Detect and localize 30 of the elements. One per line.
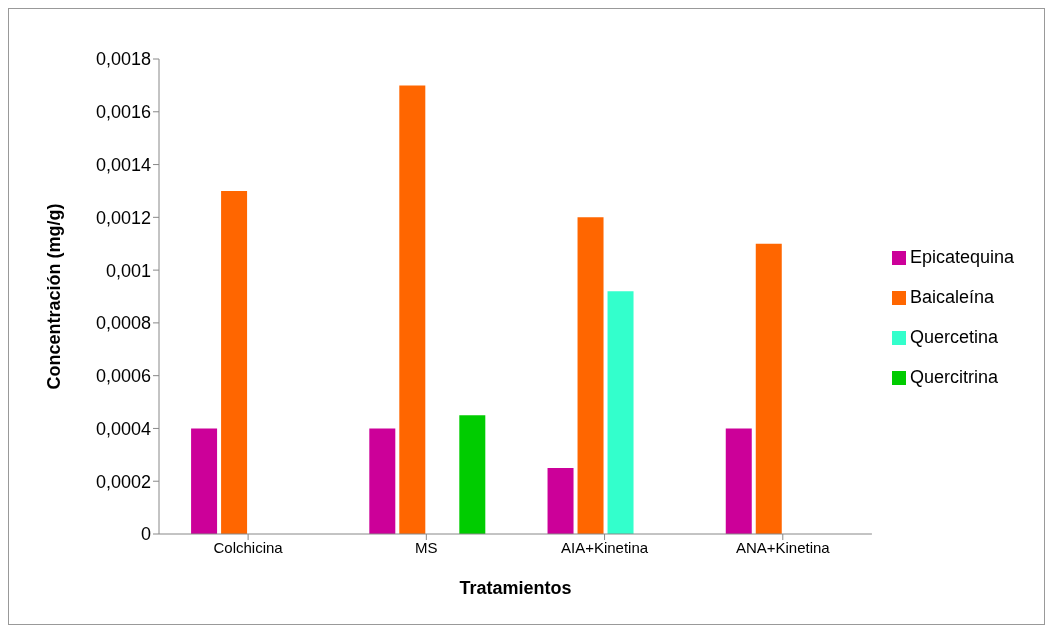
- bar: [399, 85, 426, 534]
- y-tick-label: 0: [140, 524, 151, 545]
- y-tick-label: 0,0016: [95, 102, 151, 123]
- legend-label: Epicatequina: [909, 246, 1014, 267]
- x-tick-label: AIA+Kinetina: [560, 538, 649, 556]
- y-tick-label: 0,0002: [95, 471, 151, 492]
- y-tick-label: 0,0014: [95, 154, 151, 175]
- x-tick-label: MS: [415, 538, 438, 556]
- bar: [547, 468, 574, 534]
- bar: [221, 190, 248, 534]
- x-axis-title: Tratamientos: [459, 578, 572, 598]
- bar: [755, 243, 782, 534]
- bar: [459, 415, 486, 534]
- legend-label: Quercitrina: [909, 366, 998, 387]
- legend-label: Baicaleína: [909, 286, 994, 307]
- bar: [577, 217, 604, 534]
- bar: [369, 428, 396, 534]
- y-tick-label: 0,0018: [95, 49, 151, 70]
- y-tick-label: 0,001: [105, 260, 151, 281]
- y-tick-label: 0,0004: [95, 418, 151, 439]
- bar: [607, 291, 634, 534]
- y-tick-label: 0,0008: [95, 313, 151, 334]
- y-axis-title: Concentración (mg/g): [44, 203, 65, 390]
- legend-label: Quercetina: [909, 326, 998, 347]
- y-tick-label: 0,0012: [95, 207, 151, 228]
- y-tick-label: 0,0006: [95, 366, 151, 387]
- x-tick-label: ANA+Kinetina: [735, 538, 831, 556]
- bar: [191, 428, 218, 534]
- bar: [725, 428, 752, 534]
- x-tick-label: Colchicina: [213, 538, 284, 556]
